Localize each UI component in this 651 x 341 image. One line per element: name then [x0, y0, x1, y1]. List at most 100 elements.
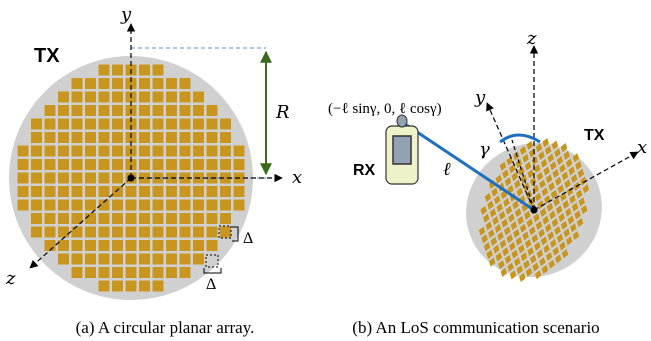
tilted-array-element	[513, 179, 521, 189]
array-element	[233, 159, 245, 170]
tilted-array-element	[569, 194, 576, 204]
tilted-array-element	[499, 161, 507, 171]
array-element	[44, 240, 56, 251]
link-line	[401, 120, 535, 212]
tilted-array-element	[524, 210, 531, 220]
tilted-array-element	[536, 249, 544, 259]
array-element	[139, 213, 150, 224]
tilted-array-element	[543, 166, 550, 176]
tilted-array-element	[577, 168, 585, 178]
tilted-array-element	[560, 192, 567, 202]
array-element	[166, 118, 177, 130]
tilted-array-element	[489, 208, 497, 218]
array-element	[152, 159, 164, 170]
tilted-array-element	[502, 169, 509, 179]
tilted-array-element	[565, 158, 573, 168]
tilted-array-element	[480, 205, 488, 216]
array-element	[58, 213, 69, 224]
array-element	[98, 159, 110, 170]
array-element	[166, 199, 177, 211]
array-element	[139, 226, 150, 238]
tilted-array-element	[526, 218, 534, 228]
tilted-array-element	[538, 151, 545, 161]
array-element	[139, 91, 150, 103]
spacing-v-bracket	[232, 226, 239, 242]
tilted-array-element	[572, 230, 580, 241]
array-element	[44, 186, 56, 197]
tilted-array-element	[534, 192, 542, 202]
tilted-array-element	[519, 272, 526, 282]
array-element	[193, 159, 204, 170]
array-element	[220, 118, 231, 130]
tilted-array-element	[491, 187, 498, 197]
tilted-array-element	[505, 205, 513, 215]
array-element	[98, 118, 110, 130]
array-element	[220, 226, 231, 238]
z-axis-label: z	[5, 268, 16, 289]
tilted-array-element	[542, 215, 549, 225]
tilted-array-element	[551, 218, 559, 228]
tilted-array-element	[548, 181, 555, 192]
array-element	[44, 118, 56, 130]
array-element	[71, 78, 83, 89]
array-element	[112, 186, 123, 197]
array-element	[85, 132, 96, 143]
tilted-array-element	[535, 220, 543, 231]
array-element	[112, 145, 123, 157]
array-element	[58, 240, 69, 251]
array-element	[44, 199, 56, 211]
tilted-array-element	[524, 161, 532, 171]
array-element	[193, 199, 204, 211]
array-element	[179, 199, 191, 211]
array-element	[98, 267, 110, 278]
tilted-array-element	[542, 138, 549, 148]
tilted-array-element	[567, 215, 575, 225]
rx-position-label: (−ℓ sinγ, 0, ℓ cosγ)	[328, 101, 442, 117]
array-element	[139, 105, 150, 116]
b-origin-dot	[530, 206, 538, 214]
tilted-array-element	[512, 200, 519, 210]
array-element	[71, 132, 83, 143]
array-element	[71, 213, 83, 224]
array-element	[179, 240, 191, 251]
array-element	[206, 132, 218, 143]
array-element	[233, 199, 245, 211]
array-element	[71, 118, 83, 130]
array-element	[44, 213, 56, 224]
tilted-array	[466, 138, 602, 282]
array-element	[206, 145, 218, 157]
tilted-array-element	[525, 267, 533, 277]
tilted-array-element	[508, 241, 516, 251]
tilted-array-element	[554, 148, 561, 158]
tx-label: TX	[34, 45, 60, 67]
array-element	[193, 240, 204, 251]
angle-arc	[499, 133, 541, 144]
distance-label: ℓ	[443, 159, 451, 180]
array-element	[220, 159, 231, 170]
tilted-array-element	[552, 246, 560, 256]
array-element	[166, 132, 177, 143]
tilted-array-element	[551, 140, 559, 150]
tilted-array-element	[563, 150, 570, 160]
tilted-array-element	[498, 260, 505, 270]
tilted-array-element	[520, 174, 528, 184]
array-element	[166, 105, 177, 116]
array-element	[193, 118, 204, 130]
tilted-array-element	[509, 270, 517, 280]
tilted-array-element	[519, 223, 527, 233]
array-element	[85, 78, 96, 89]
array-element	[152, 267, 164, 278]
array-element	[17, 199, 29, 211]
array-element	[220, 186, 231, 197]
tilted-array-element	[541, 264, 549, 275]
tilted-array-element	[508, 213, 515, 223]
tilted-array-element	[547, 231, 555, 241]
tilted-array-element	[544, 194, 551, 205]
tilted-array-element	[515, 236, 523, 246]
tilted-array-element	[518, 166, 525, 176]
array-element	[112, 253, 123, 265]
tilted-array-element	[508, 164, 516, 174]
tilted-array-element	[565, 236, 573, 246]
array-element	[98, 91, 110, 103]
tilted-array-element	[548, 259, 555, 269]
